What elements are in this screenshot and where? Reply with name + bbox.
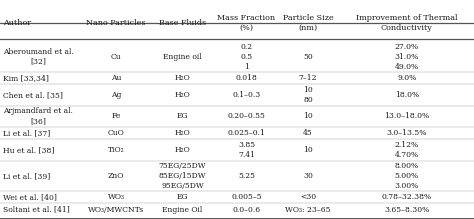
Text: WO₃/MWCNTs: WO₃/MWCNTs [88,206,144,214]
Text: Chen et al. [35]: Chen et al. [35] [3,91,63,99]
Text: 0.005–5: 0.005–5 [231,193,262,201]
Text: Kim [33,34]: Kim [33,34] [3,74,49,82]
Text: Soltani et al. [41]: Soltani et al. [41] [3,206,70,214]
Text: H₂O: H₂O [174,91,191,99]
Text: CuO: CuO [108,129,125,137]
Text: 18.0%: 18.0% [395,91,419,99]
Text: Nano Particles: Nano Particles [86,19,146,27]
Text: Ag: Ag [111,91,121,99]
Text: Improvement of Thermal
Conductivity: Improvement of Thermal Conductivity [356,14,457,32]
Text: H₂O: H₂O [174,146,191,154]
Text: 10
80: 10 80 [303,86,313,104]
Text: Aberoumand et al.
[32]: Aberoumand et al. [32] [3,48,74,66]
Text: 0.025–0.1: 0.025–0.1 [228,129,265,137]
Text: Au: Au [111,74,121,82]
Text: 13.0–18.0%: 13.0–18.0% [384,112,429,120]
Text: EG: EG [177,112,188,120]
Text: 0.0–0.6: 0.0–0.6 [232,206,261,214]
Text: 5.25: 5.25 [238,172,255,180]
Text: 9.0%: 9.0% [397,74,416,82]
Text: 8.00%
5.00%
3.00%: 8.00% 5.00% 3.00% [394,162,419,190]
Text: Arjmandfard et al.
[36]: Arjmandfard et al. [36] [3,108,73,125]
Text: 0.018: 0.018 [236,74,257,82]
Text: Base Fluids: Base Fluids [159,19,206,27]
Text: Fe: Fe [111,112,121,120]
Text: Li et al. [37]: Li et al. [37] [3,129,51,137]
Text: 2.12%
4.70%: 2.12% 4.70% [395,141,419,159]
Text: WO₃: WO₃ [108,193,125,201]
Text: 7–12: 7–12 [299,74,318,82]
Text: 0.2
0.5
1: 0.2 0.5 1 [240,43,253,71]
Text: 45: 45 [303,129,313,137]
Text: 0.78–32.38%: 0.78–32.38% [382,193,432,201]
Text: 50: 50 [303,53,313,61]
Text: 30: 30 [303,172,313,180]
Text: 0.1–0.3: 0.1–0.3 [232,91,261,99]
Text: H₂O: H₂O [174,74,191,82]
Text: EG: EG [177,193,188,201]
Text: WO₃: 23–65: WO₃: 23–65 [285,206,331,214]
Text: Hu et al. [38]: Hu et al. [38] [3,146,55,154]
Text: Li et al. [39]: Li et al. [39] [3,172,51,180]
Text: Cu: Cu [111,53,121,61]
Text: 10: 10 [303,146,313,154]
Text: TiO₂: TiO₂ [108,146,125,154]
Text: Engine Oil: Engine Oil [163,206,202,214]
Text: 10: 10 [303,112,313,120]
Text: 75EG/25DW
85EG/15DW
95EG/5DW: 75EG/25DW 85EG/15DW 95EG/5DW [159,162,206,190]
Text: Engine oil: Engine oil [163,53,202,61]
Text: Mass Fraction
(%): Mass Fraction (%) [218,14,275,32]
Text: ZnO: ZnO [108,172,124,180]
Text: Wei et al. [40]: Wei et al. [40] [3,193,57,201]
Text: H₂O: H₂O [174,129,191,137]
Text: 3.85
7.41: 3.85 7.41 [238,141,255,159]
Text: Particle Size
(nm): Particle Size (nm) [283,14,334,32]
Text: <30: <30 [300,193,316,201]
Text: 3.65–8.30%: 3.65–8.30% [384,206,429,214]
Text: Author: Author [3,19,31,27]
Text: 27.0%
31.0%
49.0%: 27.0% 31.0% 49.0% [394,43,419,71]
Text: 3.0–13.5%: 3.0–13.5% [386,129,427,137]
Text: 0.20–0.55: 0.20–0.55 [228,112,265,120]
